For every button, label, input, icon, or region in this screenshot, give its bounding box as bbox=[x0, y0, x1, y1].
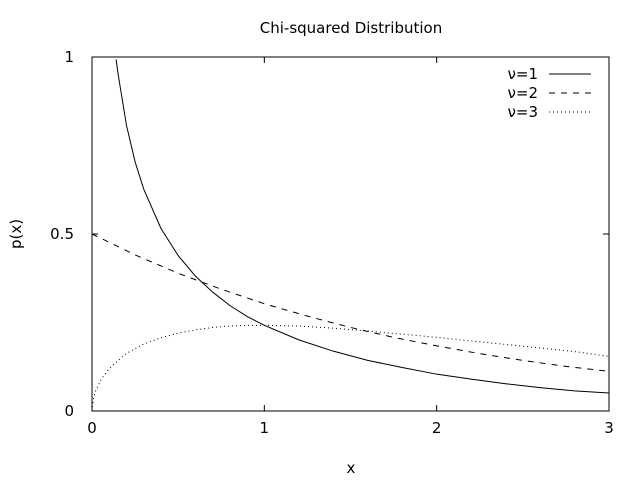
series-lines bbox=[92, 59, 609, 411]
x-tick-label: 0 bbox=[87, 419, 97, 437]
x-tick-label: 3 bbox=[604, 419, 614, 437]
legend: ν=1ν=2ν=3 bbox=[508, 65, 591, 121]
chart-title: Chi-squared Distribution bbox=[260, 19, 442, 37]
x-axis-label: x bbox=[347, 459, 356, 477]
x-tick-label: 1 bbox=[260, 419, 270, 437]
y-tick-label: 0.5 bbox=[50, 225, 74, 243]
y-tick-label: 0 bbox=[64, 402, 74, 420]
series-line-3 bbox=[92, 324, 609, 411]
y-axis-label: p(x) bbox=[7, 219, 25, 249]
y-tick-label: 1 bbox=[64, 48, 74, 66]
series-line-2 bbox=[92, 233, 609, 372]
legend-label-1: ν=1 bbox=[508, 65, 539, 83]
axis-ticks: 0 1 2 3 0 0.5 1 bbox=[50, 48, 614, 437]
x-tick-label: 2 bbox=[432, 419, 442, 437]
legend-label-2: ν=2 bbox=[508, 84, 539, 102]
legend-label-3: ν=3 bbox=[508, 103, 539, 121]
series-line-1 bbox=[115, 59, 609, 394]
